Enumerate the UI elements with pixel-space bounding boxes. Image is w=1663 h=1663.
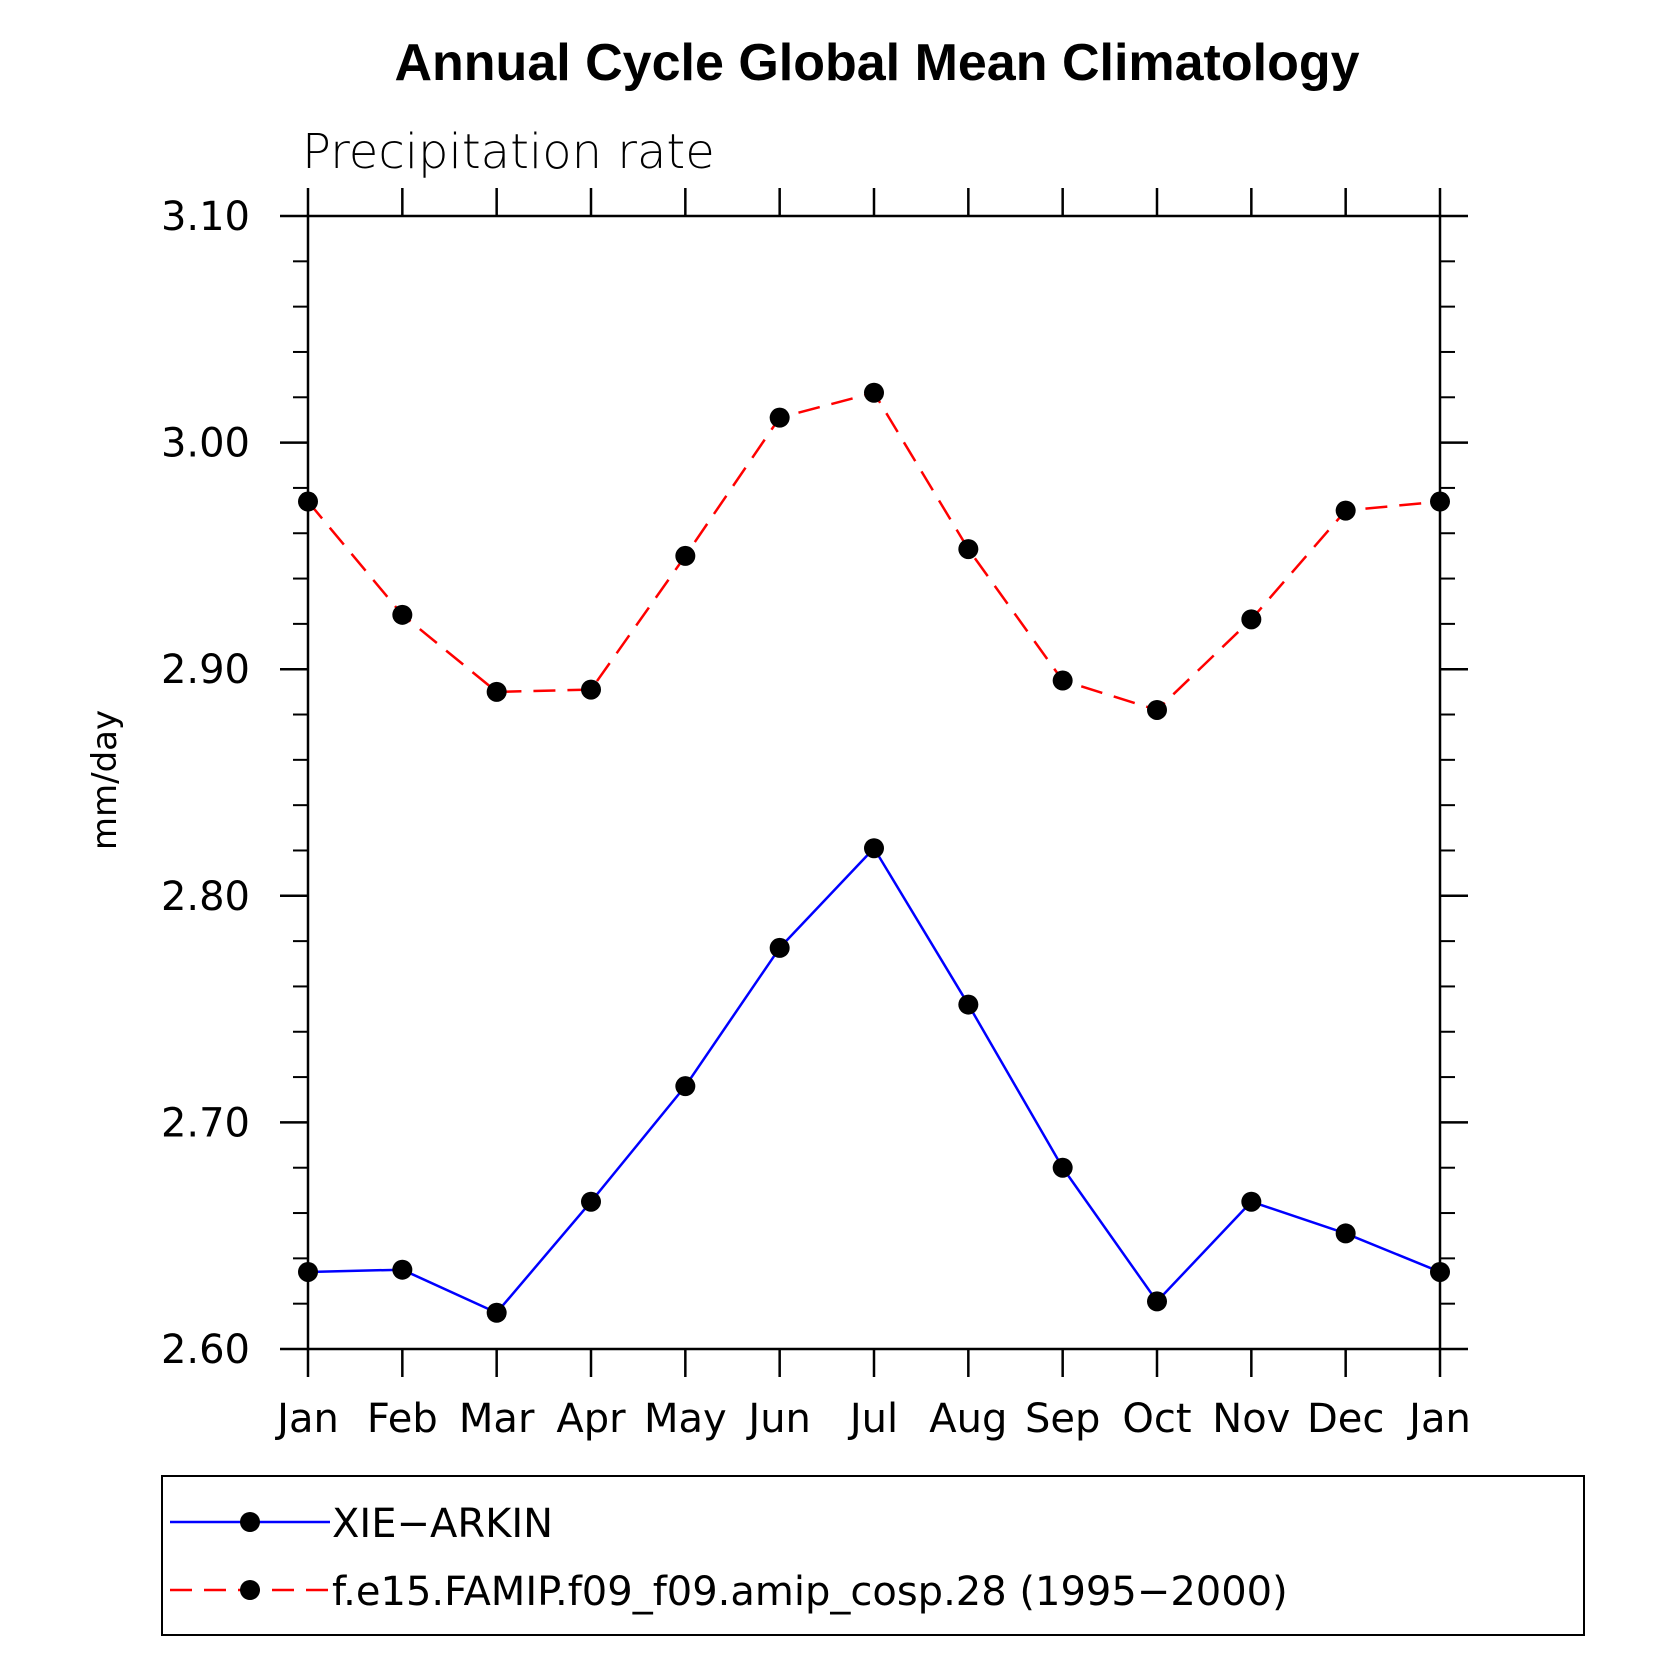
series-0-point <box>1430 1261 1450 1282</box>
y-tick-label: 2.80 <box>161 874 250 920</box>
y-axis-label: mm/day <box>85 710 125 850</box>
series-0-point <box>958 994 979 1015</box>
series-0-point <box>769 937 790 958</box>
legend-box <box>161 1475 1585 1636</box>
series-line-1 <box>307 391 1441 712</box>
series-1-point <box>1147 699 1167 720</box>
series-0-point <box>392 1259 413 1280</box>
x-tick-label: Nov <box>1212 1396 1290 1442</box>
x-tick-label: Oct <box>1122 1396 1191 1442</box>
x-tick-label: Jan <box>1406 1396 1471 1442</box>
series-0-point <box>1335 1223 1356 1244</box>
x-tick-label: May <box>644 1396 727 1442</box>
series-1-point <box>298 491 318 512</box>
series-0-point <box>581 1191 601 1212</box>
x-tick-label: Aug <box>929 1396 1007 1442</box>
series-1-point <box>1052 670 1073 691</box>
legend-label-1: f.e15.FAMIP.f09_f09.amip_cosp.28 (1995−2… <box>332 1569 1288 1615</box>
series-0-point <box>1147 1291 1167 1312</box>
series-1-point <box>769 407 790 428</box>
y-tick-label: 2.60 <box>161 1327 250 1373</box>
legend-label-0: XIE−ARKIN <box>332 1501 553 1547</box>
y-tick-label: 3.10 <box>161 194 250 240</box>
legend-marker-1 <box>240 1580 260 1600</box>
series-0-point <box>1052 1157 1073 1178</box>
series-0-point <box>298 1261 318 1282</box>
series-1-point <box>1430 491 1450 512</box>
series-0-point <box>1241 1191 1262 1212</box>
x-tick-label: Dec <box>1307 1396 1384 1442</box>
x-tick-label: Mar <box>459 1396 535 1442</box>
y-tick-label: 2.70 <box>161 1100 250 1146</box>
x-tick-label: Feb <box>367 1396 438 1442</box>
y-tick-label: 3.00 <box>161 421 250 467</box>
series-layer <box>298 382 1450 1323</box>
x-tick-label: Sep <box>1025 1396 1100 1442</box>
series-1-point <box>1241 609 1262 630</box>
y-tick-label: 2.90 <box>161 647 250 693</box>
x-tick-label: Jun <box>745 1396 811 1442</box>
legend: XIE−ARKIN f.e15.FAMIP.f09_f09.amip_cosp.2… <box>170 1501 1288 1615</box>
series-0-point <box>675 1076 696 1097</box>
series-1-point <box>581 679 601 700</box>
chart-subtitle: Precipitation rate <box>302 124 715 180</box>
series-1-point <box>864 382 884 403</box>
series-1-point <box>486 681 507 702</box>
x-tick-label: Jan <box>274 1396 339 1442</box>
series-1-point <box>675 545 696 566</box>
chart-title: Annual Cycle Global Mean Climatology <box>394 34 1359 92</box>
legend-marker-0 <box>240 1512 260 1532</box>
series-1-point <box>958 539 979 560</box>
axes: 2.60 2.70 2.80 2.90 3.00 3.10 Jan Feb Mar Apr May J… <box>161 188 1471 1442</box>
series-1-point <box>1335 500 1356 521</box>
series-0-point <box>864 838 884 859</box>
series-1-point <box>392 604 413 625</box>
series-0-point <box>486 1302 507 1323</box>
x-tick-label: Jul <box>847 1396 898 1442</box>
series-line-0 <box>307 846 1441 1314</box>
x-tick-label: Apr <box>556 1396 626 1442</box>
